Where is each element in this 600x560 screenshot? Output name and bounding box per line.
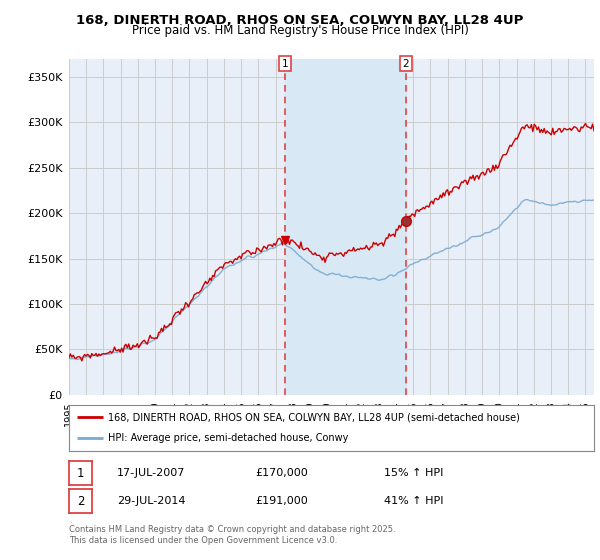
- Text: 168, DINERTH ROAD, RHOS ON SEA, COLWYN BAY, LL28 4UP (semi-detached house): 168, DINERTH ROAD, RHOS ON SEA, COLWYN B…: [109, 412, 520, 422]
- Text: Contains HM Land Registry data © Crown copyright and database right 2025.
This d: Contains HM Land Registry data © Crown c…: [69, 525, 395, 545]
- Text: 168, DINERTH ROAD, RHOS ON SEA, COLWYN BAY, LL28 4UP: 168, DINERTH ROAD, RHOS ON SEA, COLWYN B…: [76, 14, 524, 27]
- Text: HPI: Average price, semi-detached house, Conwy: HPI: Average price, semi-detached house,…: [109, 433, 349, 444]
- Text: 2: 2: [403, 59, 409, 69]
- Text: 29-JUL-2014: 29-JUL-2014: [117, 496, 185, 506]
- Text: 41% ↑ HPI: 41% ↑ HPI: [384, 496, 443, 506]
- Text: 2: 2: [77, 494, 84, 508]
- Text: 1: 1: [77, 466, 84, 480]
- Text: 1: 1: [281, 59, 288, 69]
- Text: Price paid vs. HM Land Registry's House Price Index (HPI): Price paid vs. HM Land Registry's House …: [131, 24, 469, 37]
- Text: £170,000: £170,000: [255, 468, 308, 478]
- Bar: [285, 59, 406, 395]
- Text: 15% ↑ HPI: 15% ↑ HPI: [384, 468, 443, 478]
- Text: 17-JUL-2007: 17-JUL-2007: [117, 468, 185, 478]
- Text: £191,000: £191,000: [255, 496, 308, 506]
